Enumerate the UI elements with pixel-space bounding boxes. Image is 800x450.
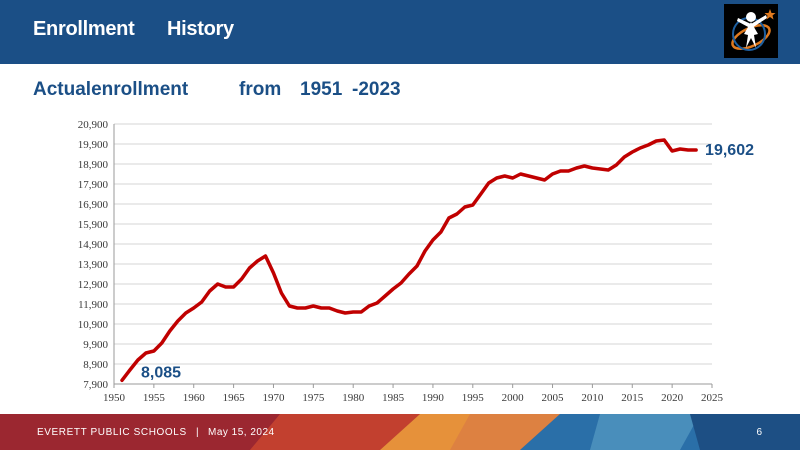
y-tick-label: 14,900 [78,239,109,251]
data-label-start: 8,085 [141,364,181,381]
subtitle-part3: 1951 [300,79,343,100]
y-tick-label: 19,900 [78,139,109,151]
x-tick-label: 2020 [661,392,684,404]
x-tick-label: 1950 [103,392,126,404]
footer-decoration [250,414,800,450]
slide-title-part2: History [167,18,234,40]
district-logo-icon [724,4,778,58]
enrollment-line-chart: 7,900 8,900 9,900 10,900 11,900 12,900 13,900 1… [78,119,754,404]
y-tick-label: 15,900 [78,219,109,231]
subtitle-part4: -2023 [352,79,401,100]
y-tick-label: 9,900 [83,339,108,351]
slide-title-part1: Enrollment [33,18,135,40]
x-tick-label: 2000 [502,392,525,404]
header-bar: Enrollment History [0,0,800,64]
x-tick-label: 1985 [382,392,405,404]
x-tick-label: 2010 [581,392,604,404]
y-tick-label: 10,900 [78,319,109,331]
y-tick-label: 13,900 [78,259,109,271]
y-tick-label: 17,900 [78,179,109,191]
subtitle-part1: Actualenrollment [33,79,189,100]
page-number: 6 [756,427,762,438]
y-tick-label: 12,900 [78,279,109,291]
x-tick-label: 1995 [462,392,485,404]
x-tick-label: 1955 [143,392,166,404]
subtitle-part2: from [239,79,282,100]
x-tick-label: 2015 [621,392,644,404]
footer-separator: | [196,427,199,438]
x-tick-label: 1980 [342,392,365,404]
x-tick-label: 1990 [422,392,445,404]
y-tick-label: 18,900 [78,159,109,171]
y-tick-label: 7,900 [83,379,108,391]
x-tick-label: 1965 [223,392,246,404]
x-tick-label: 2005 [542,392,565,404]
footer-date: May 15, 2024 [208,427,275,438]
x-tick-label: 1975 [302,392,325,404]
y-tick-label: 20,900 [78,119,109,131]
footer-org: EVERETT PUBLIC SCHOOLS [37,427,187,438]
y-tick-label: 16,900 [78,199,109,211]
x-tick-label: 2025 [701,392,724,404]
x-tick-label: 1960 [183,392,206,404]
enrollment-series-line [120,138,698,383]
footer-bar: EVERETT PUBLIC SCHOOLS | May 15, 2024 6 [0,414,800,450]
y-tick-label: 8,900 [83,359,108,371]
y-tick-label: 11,900 [78,299,108,311]
data-label-end: 19,602 [705,142,754,159]
x-tick-label: 1970 [262,392,285,404]
